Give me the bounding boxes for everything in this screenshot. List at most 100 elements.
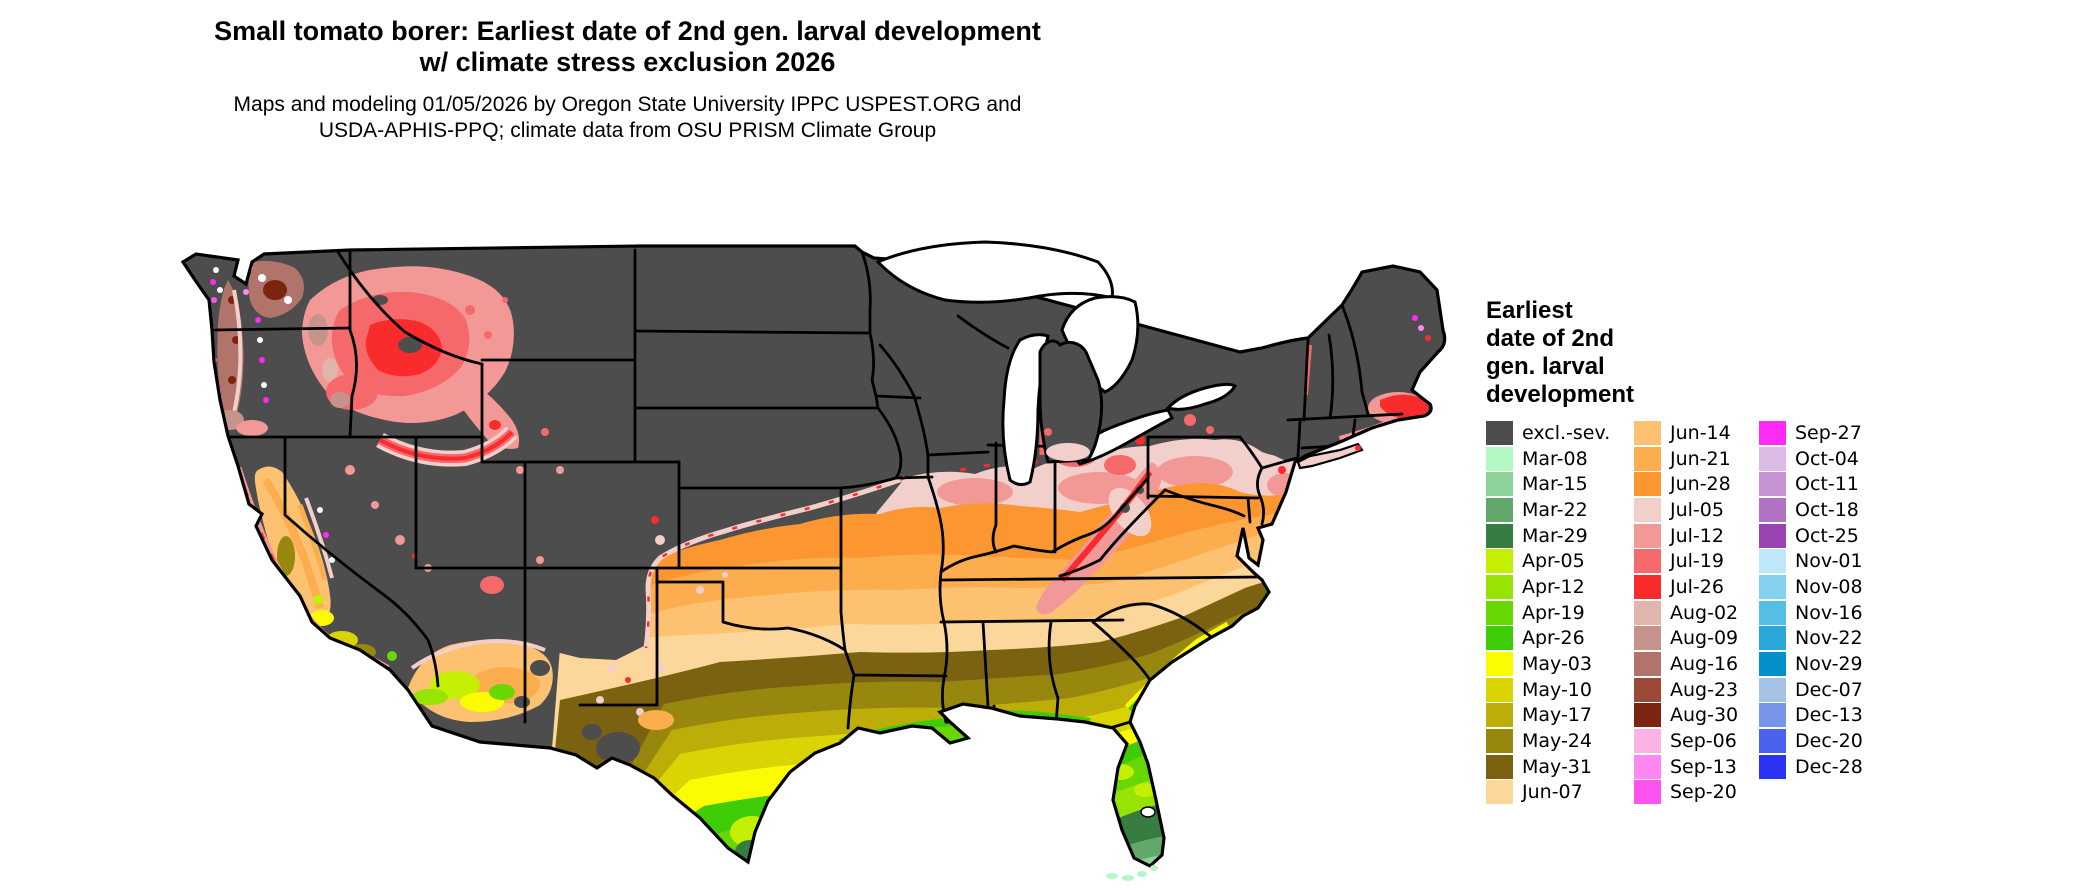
legend-swatch-mar22 — [1486, 497, 1513, 522]
legend-swatch-mar15 — [1486, 472, 1513, 497]
legend-label-apr12: Apr-12 — [1522, 575, 1585, 598]
legend-row: Nov-08 — [1759, 574, 1863, 600]
legend-row: Jul-19 — [1634, 548, 1738, 574]
legend-label-dec28: Dec-28 — [1795, 755, 1863, 778]
map-subtitle-line-1: Maps and modeling 01/05/2026 by Oregon S… — [233, 93, 1022, 116]
legend-title-line: development — [1486, 381, 1635, 408]
legend-title-line: gen. larval — [1486, 353, 1605, 380]
legend-label-aug30: Aug-30 — [1670, 704, 1739, 727]
legend-label-oct11: Oct-11 — [1795, 473, 1859, 496]
legend-swatch-sep20 — [1634, 780, 1661, 805]
legend-label-dec20: Dec-20 — [1795, 730, 1863, 753]
legend-row: Nov-16 — [1759, 600, 1863, 626]
legend-row: Apr-26 — [1486, 626, 1610, 652]
legend-row: May-03 — [1486, 651, 1610, 677]
legend-label-jun14: Jun-14 — [1670, 421, 1731, 444]
legend-label-nov01: Nov-01 — [1795, 550, 1863, 573]
legend-label-apr26: Apr-26 — [1522, 627, 1585, 650]
legend-label-nov22: Nov-22 — [1795, 627, 1863, 650]
legend-title-line: Earliest — [1486, 297, 1573, 324]
legend-row: Jun-14 — [1634, 420, 1738, 446]
map-title-line-1: Small tomato borer: Earliest date of 2nd… — [214, 16, 1041, 46]
legend-swatch-oct18 — [1759, 497, 1786, 522]
legend-label-jul26: Jul-26 — [1670, 575, 1724, 598]
legend-label-aug02: Aug-02 — [1670, 601, 1739, 624]
legend-label-may03: May-03 — [1522, 653, 1592, 676]
legend-label-excl: excl.-sev. — [1522, 421, 1611, 444]
legend-label-oct25: Oct-25 — [1795, 524, 1859, 547]
legend-label-sep13: Sep-13 — [1670, 755, 1737, 778]
legend-label-nov16: Nov-16 — [1795, 601, 1863, 624]
map-fill-layers — [183, 246, 1445, 866]
legend-label-dec13: Dec-13 — [1795, 704, 1863, 727]
legend-swatch-nov01 — [1759, 549, 1786, 574]
legend-row: Oct-25 — [1759, 523, 1863, 549]
legend-swatch-jun14 — [1634, 420, 1661, 445]
legend-swatch-jun21 — [1634, 446, 1661, 471]
legend-swatch-jul05 — [1634, 497, 1661, 522]
legend-swatch-excl — [1486, 420, 1513, 445]
legend-swatch-sep27 — [1759, 420, 1786, 445]
legend-column-1: excl.-sev. Mar-08 Mar-15 Mar-22 Mar-29 Apr-05… — [1486, 420, 1610, 805]
lake-ontario — [1165, 382, 1238, 411]
legend-row: Aug-16 — [1634, 651, 1738, 677]
legend-label-may10: May-10 — [1522, 678, 1592, 701]
legend-label-jul12: Jul-12 — [1670, 524, 1724, 547]
us-map — [181, 240, 1447, 881]
map-subtitle: Maps and modeling 01/05/2026 by Oregon S… — [160, 92, 1095, 144]
legend-column-3: Sep-27 Oct-04 Oct-11 Oct-18 Oct-25 Nov-01 Nov-… — [1759, 420, 1863, 780]
legend-swatch-oct04 — [1759, 446, 1786, 471]
legend-label-sep06: Sep-06 — [1670, 730, 1737, 753]
legend-label-oct04: Oct-04 — [1795, 447, 1859, 470]
legend-swatch-apr19 — [1486, 600, 1513, 625]
legend-row: May-10 — [1486, 677, 1610, 703]
legend-label-jun07: Jun-07 — [1522, 781, 1583, 804]
legend: Earliest date of 2nd gen. larval develop… — [1486, 297, 2086, 805]
legend-row: Apr-12 — [1486, 574, 1610, 600]
legend-label-may17: May-17 — [1522, 704, 1592, 727]
legend-label-sep20: Sep-20 — [1670, 781, 1737, 804]
legend-swatch-may31 — [1486, 754, 1513, 779]
legend-label-dec07: Dec-07 — [1795, 678, 1863, 701]
legend-label-may31: May-31 — [1522, 755, 1592, 778]
long-island — [1296, 442, 1364, 470]
legend-label-aug23: Aug-23 — [1670, 678, 1739, 701]
legend-swatch-jun28 — [1634, 472, 1661, 497]
legend-row: Jul-05 — [1634, 497, 1738, 523]
legend-row: Sep-06 — [1634, 728, 1738, 754]
legend-row: Oct-04 — [1759, 446, 1863, 472]
legend-swatch-jul19 — [1634, 549, 1661, 574]
legend-swatch-nov29 — [1759, 652, 1786, 677]
legend-row: May-31 — [1486, 754, 1610, 780]
legend-label-mar29: Mar-29 — [1522, 524, 1588, 547]
legend-row: Jul-26 — [1634, 574, 1738, 600]
legend-swatch-apr12 — [1486, 574, 1513, 599]
state-borders — [211, 248, 1404, 731]
map-title-line-2: w/ climate stress exclusion 2026 — [419, 47, 836, 77]
legend-row: Apr-19 — [1486, 600, 1610, 626]
legend-row: Apr-05 — [1486, 548, 1610, 574]
legend-row: Dec-07 — [1759, 677, 1863, 703]
legend-row: Jun-28 — [1634, 471, 1738, 497]
legend-row: Nov-22 — [1759, 626, 1863, 652]
legend-label-sep27: Sep-27 — [1795, 421, 1862, 444]
legend-row: Aug-30 — [1634, 703, 1738, 729]
legend-row: Mar-22 — [1486, 497, 1610, 523]
maine-coast-specks — [1412, 315, 1431, 341]
legend-swatch-mar08 — [1486, 446, 1513, 471]
legend-row: Sep-13 — [1634, 754, 1738, 780]
legend-row: Oct-18 — [1759, 497, 1863, 523]
legend-label-mar08: Mar-08 — [1522, 447, 1588, 470]
legend-swatch-dec28 — [1759, 754, 1786, 779]
legend-swatch-sep13 — [1634, 754, 1661, 779]
legend-row: Nov-29 — [1759, 651, 1863, 677]
legend-row: Oct-11 — [1759, 471, 1863, 497]
legend-swatch-apr26 — [1486, 626, 1513, 651]
legend-swatch-may10 — [1486, 677, 1513, 702]
legend-label-aug09: Aug-09 — [1670, 627, 1739, 650]
legend-title: Earliest date of 2nd gen. larval develop… — [1486, 297, 2086, 409]
legend-column-2: Jun-14 Jun-21 Jun-28 Jul-05 Jul-12 Jul-19 Jul-… — [1634, 420, 1738, 805]
legend-row: Jun-07 — [1486, 780, 1610, 806]
legend-label-nov08: Nov-08 — [1795, 575, 1863, 598]
